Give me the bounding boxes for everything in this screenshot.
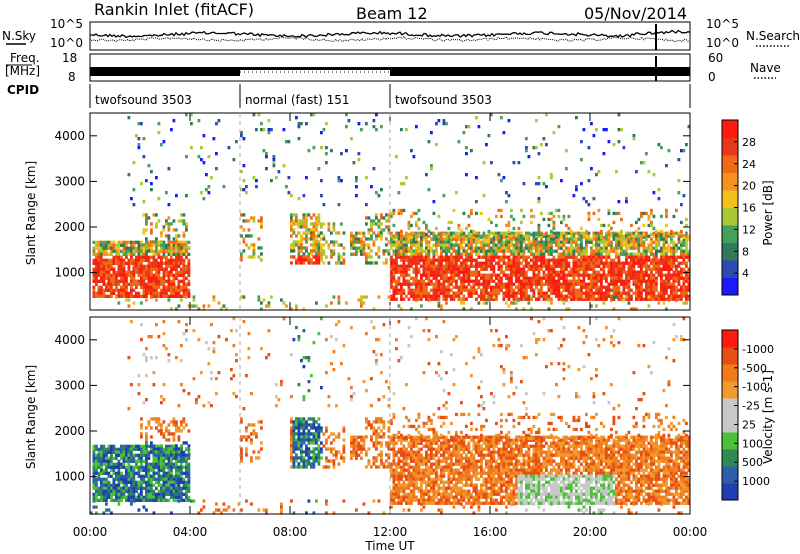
power-data	[92, 113, 691, 311]
cpid-segment-label: twofsound 3503	[395, 93, 492, 107]
x-tick-label: 00:00	[673, 525, 708, 539]
velocity-ytick-label: 2000	[54, 424, 85, 438]
x-tick-label: 08:00	[273, 525, 308, 539]
power-colorbar-tick: 20	[742, 180, 756, 193]
mhz-label: [MHz]	[5, 64, 40, 78]
n-search-label: N.Search	[746, 29, 800, 43]
nave-right-tick-top: 60	[708, 51, 723, 65]
x-tick-label: 12:00	[373, 525, 408, 539]
power-ytick-label: 1000	[54, 266, 85, 280]
power-ytick-label: 2000	[54, 220, 85, 234]
power-colorbar-tick: 8	[742, 245, 749, 258]
cpid-panel: CPID twofsound 3503 normal (fast) 151 twof…	[7, 83, 691, 108]
noise-left-tick-top: 10^5	[50, 17, 83, 31]
noise-panel: N.Sky 10^5 10^0 10^5 10^0 N.Search	[2, 17, 800, 51]
power-ylabel: Slant Range [km]	[24, 161, 38, 265]
velocity-ytick-label: 3000	[54, 378, 85, 392]
power-colorbar-tick: 4	[742, 267, 749, 280]
power-panel: Slant Range [km] 1000 2000 3000 4000 4 8 12 16…	[24, 112, 775, 311]
nave-right-tick-bottom: 0	[708, 70, 716, 84]
velocity-data	[90, 317, 691, 515]
power-ytick-label: 4000	[54, 129, 85, 143]
cpid-segment-label: twofsound 3503	[95, 93, 192, 107]
freq-panel: Freq. [MHz] 18 8 60 0 Nave	[5, 51, 781, 84]
x-tick-label: 20:00	[573, 525, 608, 539]
power-colorbar-tick: 24	[742, 158, 756, 171]
freq-trace	[90, 56, 690, 81]
power-cb-label: Power [dB]	[761, 180, 775, 245]
velocity-colorbar-tick: -100	[742, 381, 767, 394]
noise-left-tick-bottom: 10^0	[50, 36, 83, 50]
x-axis: 00:00 04:00 08:00 12:00 16:00 20:00 00:00	[73, 113, 708, 539]
freq-left-tick-bottom: 8	[68, 70, 76, 84]
velocity-colorbar-tick: -1000	[742, 343, 774, 356]
freq-label: Freq.	[10, 51, 40, 65]
nave-label: Nave	[750, 61, 781, 75]
noise-right-tick-top: 10^5	[706, 17, 739, 31]
date-title: 05/Nov/2014	[584, 4, 687, 23]
velocity-colorbar-tick: 25	[742, 418, 756, 431]
beam-title: Beam 12	[356, 4, 428, 23]
velocity-cb-label: Velocity [m s-1]	[761, 370, 775, 464]
x-tick-label: 00:00	[73, 525, 108, 539]
cpid-label: CPID	[7, 83, 39, 97]
power-colorbar-tick: 16	[742, 202, 756, 215]
velocity-colorbar-tick: 1000	[742, 475, 770, 488]
power-colorbar-tick: 28	[742, 136, 756, 149]
n-sky-label: N.Sky	[2, 29, 36, 43]
station-title: Rankin Inlet (fitACF)	[94, 0, 254, 19]
cpid-segment-label: normal (fast) 151	[245, 93, 349, 107]
noise-trace	[89, 24, 691, 50]
x-tick-label: 04:00	[173, 525, 208, 539]
noise-right-tick-bottom: 10^0	[706, 36, 739, 50]
x-tick-label: 16:00	[473, 525, 508, 539]
velocity-ytick-label: 4000	[54, 333, 85, 347]
velocity-panel: Slant Range [km] 1000 2000 3000 4000 1000 50…	[24, 316, 775, 515]
velocity-colorbar-tick: -25	[742, 400, 760, 413]
velocity-colorbar-tick: 500	[742, 456, 763, 469]
power-ytick-label: 3000	[54, 174, 85, 188]
velocity-colorbar-tick: -500	[742, 362, 767, 375]
power-colorbar-tick: 12	[742, 223, 756, 236]
velocity-ytick-label: 1000	[54, 470, 85, 484]
freq-left-tick-top: 18	[62, 51, 77, 65]
x-axis-label: Time UT	[364, 539, 415, 553]
velocity-ylabel: Slant Range [km]	[24, 365, 38, 469]
velocity-colorbar-tick: 100	[742, 437, 763, 450]
